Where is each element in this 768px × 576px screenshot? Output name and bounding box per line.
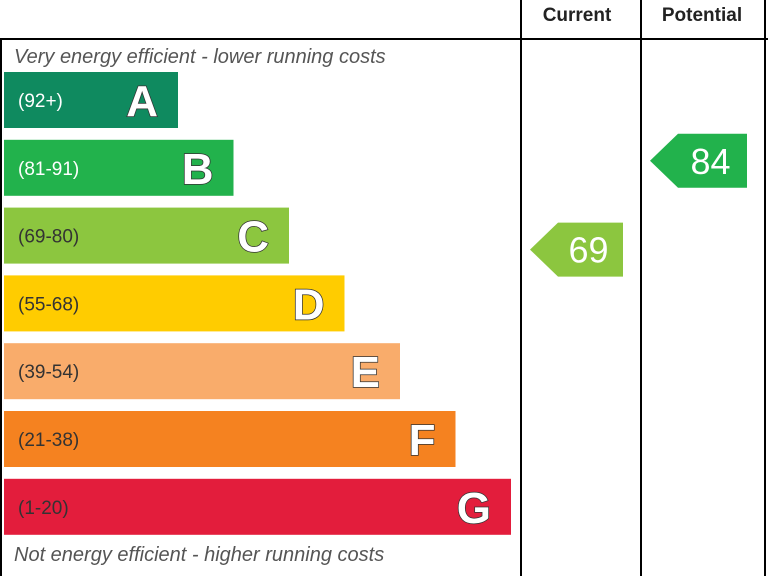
top-efficiency-note: Very energy efficient - lower running co…: [14, 46, 386, 68]
band-d-letter: D: [293, 280, 325, 329]
band-c-range: (69-80): [18, 227, 79, 248]
band-e-letter: E: [351, 348, 380, 397]
band-g-bar: [4, 478, 511, 535]
current-rating-arrow: [530, 222, 623, 277]
potential-rating-arrow: [650, 133, 747, 188]
band-f: (21-38) F: [4, 411, 456, 467]
current-column-header: Current: [543, 5, 612, 26]
band-b: (81-91) B: [4, 139, 234, 196]
band-a: (92+) A: [4, 72, 178, 128]
band-c: (69-80) C: [4, 207, 289, 264]
potential-column-header: Potential: [662, 5, 742, 26]
rating-bands: (92+) A (81-91) B (69-80) C (55-68) D (39-54) E (2…: [4, 72, 511, 535]
band-b-letter: B: [182, 145, 214, 194]
band-c-bar: [4, 207, 289, 264]
current-rating-value: 69: [568, 230, 608, 271]
rating-indicators: 69 84: [530, 133, 747, 277]
band-a-letter: A: [126, 77, 158, 126]
band-f-range: (21-38): [18, 430, 79, 451]
current-rating-indicator: 69: [530, 222, 623, 277]
potential-rating-value: 84: [690, 141, 730, 182]
band-g: (1-20) G: [4, 478, 511, 535]
potential-rating-indicator: 84: [650, 133, 747, 188]
band-a-bar: [4, 72, 178, 128]
band-g-letter: G: [457, 484, 491, 533]
band-a-range: (92+): [18, 91, 63, 112]
band-d-range: (55-68): [18, 294, 79, 315]
band-e: (39-54) E: [4, 343, 400, 400]
band-b-range: (81-91): [18, 159, 79, 180]
band-g-range: (1-20): [18, 498, 69, 519]
band-d: (55-68) D: [4, 275, 345, 332]
band-f-bar: [4, 411, 456, 467]
bottom-efficiency-note: Not energy efficient - higher running co…: [14, 544, 384, 566]
band-b-bar: [4, 139, 234, 196]
band-f-letter: F: [409, 416, 436, 465]
band-e-range: (39-54): [18, 362, 79, 383]
band-d-bar: [4, 275, 345, 332]
band-c-letter: C: [237, 213, 269, 262]
band-e-bar: [4, 343, 400, 400]
